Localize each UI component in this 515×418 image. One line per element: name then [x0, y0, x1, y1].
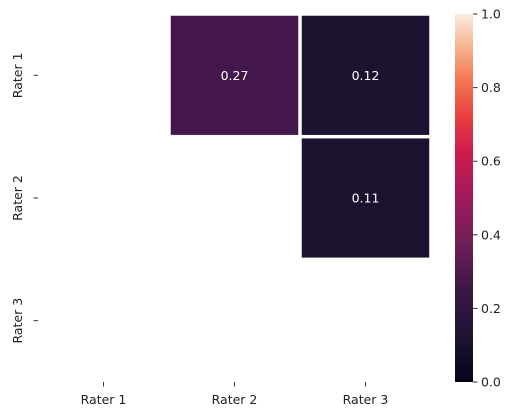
x-tick-label: Rater 1: [81, 392, 127, 407]
colorbar-tick-label: 0.0: [481, 375, 501, 390]
heatmap-cell-r1-c2: [170, 15, 299, 135]
y-tick-label: Rater 2: [10, 175, 25, 221]
y-tick-label: Rater 1: [10, 52, 25, 98]
cell-value-label: 0.11: [352, 191, 380, 206]
y-axis: Rater 1 Rater 2 Rater 3: [10, 52, 38, 344]
colorbar-tick-label: 0.6: [481, 154, 501, 169]
cell-value-label: 0.27: [221, 68, 249, 83]
heatmap-cell-r1-c3: [301, 15, 430, 135]
colorbar-tick-label: 0.4: [481, 227, 501, 242]
x-tick-label: Rater 3: [343, 392, 389, 407]
heatmap-cell-r2-c3: [301, 138, 430, 258]
heatmap-cell-labels: 0.27 0.12 0.11: [221, 68, 380, 206]
x-tick-label: Rater 2: [212, 392, 258, 407]
heatmap-cells: [170, 15, 430, 258]
colorbar-gradient: [455, 14, 473, 382]
y-tick-label: Rater 3: [10, 298, 25, 344]
cell-value-label: 0.12: [352, 68, 380, 83]
colorbar-tick-label: 0.2: [481, 301, 501, 316]
colorbar-tick-label: 0.8: [481, 80, 501, 95]
x-axis: Rater 1 Rater 2 Rater 3: [81, 382, 389, 407]
colorbar-tick-label: 1.0: [481, 7, 501, 22]
colorbar: 0.0 0.2 0.4 0.6 0.8 1.0: [455, 7, 501, 390]
